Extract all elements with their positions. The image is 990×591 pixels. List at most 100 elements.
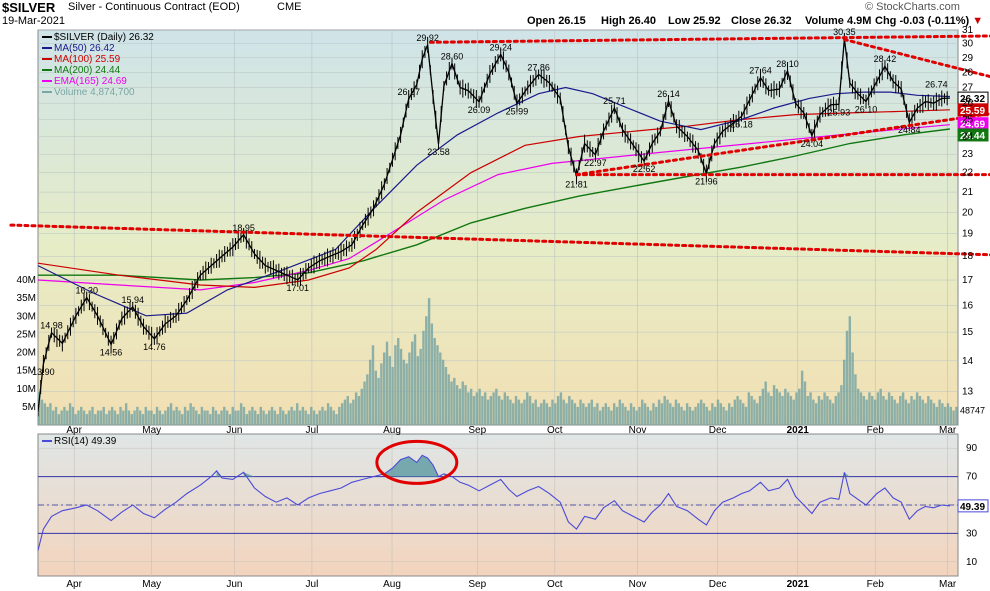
price-annotation: 23.58 [427,147,450,157]
chart-date: 19-Mar-2021 [2,15,65,27]
volume-bar [865,399,868,425]
volume-bar [178,410,181,425]
volume-bar [943,406,947,425]
volume-bar [71,406,75,425]
volume-bar [130,414,133,425]
volume-bar [913,399,916,425]
volume-bar [113,410,117,425]
volume-bar [472,396,476,425]
volume-bar [223,406,226,425]
volume-bar [262,410,265,425]
volume-bar [534,399,537,425]
volume-bar [523,399,526,425]
price-annotation: 26.10 [855,105,878,115]
volume-bar [540,403,543,425]
legend-label: $SILVER (Daily) 26.32 [54,32,154,43]
volume-bar [290,406,293,425]
rsi-x-tick-label: May [142,579,161,590]
volume-bar [96,410,100,425]
rsi-x-tick-label: Nov [629,579,647,590]
y-tick-label: 23 [962,149,974,160]
x-tick-label: 2021 [787,425,810,436]
volume-bar [613,403,616,425]
volume-bar [422,330,425,425]
volume-bar [245,414,248,425]
volume-bar [259,406,262,425]
volume-bar [873,399,877,425]
volume-bar [643,403,647,425]
volume-bar [301,406,305,425]
volume-bar [433,338,436,425]
volume-bar [366,374,369,425]
price-annotation: 26.14 [657,89,680,99]
volume-bar [251,406,254,425]
volume-tick-label: 5M [22,402,36,413]
volume-bar [655,406,658,425]
price-annotation: 14.56 [100,348,123,358]
volume-bar [803,381,807,425]
chart-description: Silver - Continuous Contract (EOD) [68,1,240,13]
volume-bar [172,410,176,425]
volume-bar [225,410,229,425]
volume-bar [144,406,147,425]
volume-bar [669,403,672,425]
y-tick-label: 16 [962,300,974,311]
y-tick-label: 30 [962,39,974,50]
volume-bar [674,399,678,425]
price-annotation: 27.64 [749,66,772,76]
volume-bar [329,406,333,425]
price-annotation: 13.90 [32,367,55,377]
rsi-tick-label: 30 [966,528,978,539]
volume-bar [924,403,927,425]
volume-bar [467,392,470,425]
volume-bar [747,392,751,425]
volume-bar [318,410,321,425]
price-annotation: 25.71 [603,96,626,106]
volume-bar [663,396,666,425]
volume-bar [683,410,686,425]
volume-bar [876,392,880,425]
rsi-highlight-circle [375,439,459,485]
volume-bar [127,410,131,425]
x-tick-label: Apr [66,425,82,436]
volume-bar [921,399,924,425]
volume-bar [489,396,492,425]
price-annotation: 25.18 [730,120,753,130]
volume-bar [495,388,498,425]
volume-bar [691,410,694,425]
x-tick-label: Dec [709,425,727,436]
volume-bar [296,403,299,425]
volume-bar [587,403,591,425]
volume-bar [183,406,187,425]
volume-bar [854,374,857,425]
volume-bar [559,392,563,425]
volume-bar [582,403,585,425]
volume-bar [929,399,933,425]
y-tick-label: 29 [962,53,974,64]
volume-bar [604,403,607,425]
volume-bar [660,403,664,425]
volume-bar [565,403,568,425]
volume-bar [461,381,464,425]
volume-bar [80,406,83,425]
volume-bar [935,406,938,425]
volume-bar [593,406,596,425]
volume-bar [307,414,310,425]
volume-bar [49,403,52,425]
volume-bar [124,403,128,425]
volume-bar [57,414,61,425]
volume-bar [189,403,192,425]
volume-bar [545,403,549,425]
volume-bar [834,396,837,425]
volume-bar [217,414,220,425]
volume-bar [857,388,860,425]
price-annotation: 29.24 [489,42,512,52]
volume-bar [671,406,675,425]
volume-bar [88,410,91,425]
volume-bar [161,414,164,425]
volume-bar [657,399,661,425]
volume-bar [770,396,773,425]
volume-bar [915,392,919,425]
volume-bar [195,410,198,425]
